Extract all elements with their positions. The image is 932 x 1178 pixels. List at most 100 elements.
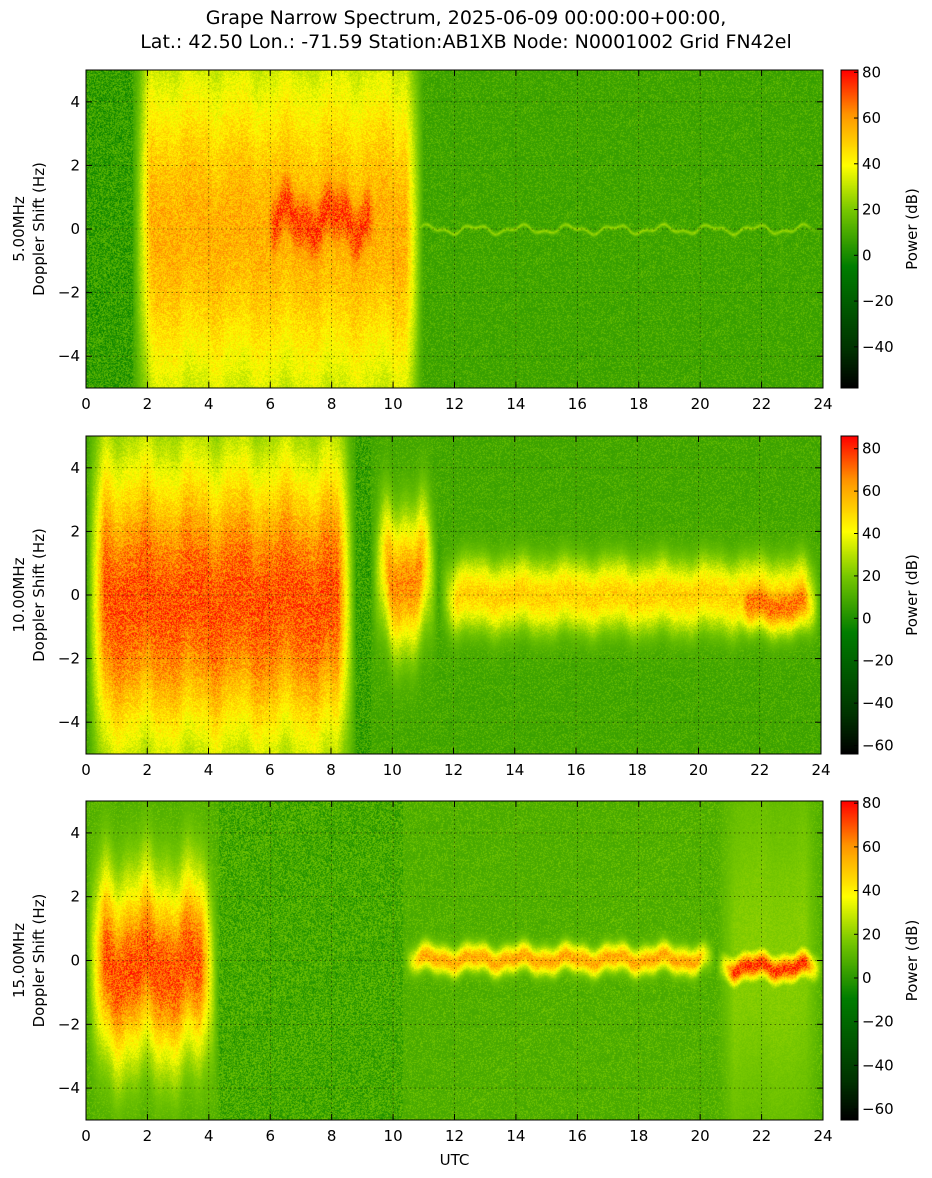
x-tick-label: 22 xyxy=(752,395,771,413)
x-tick-label: 8 xyxy=(327,1127,337,1145)
colorbar-tick-label: 80 xyxy=(862,440,881,458)
colorbar-gradient xyxy=(841,436,858,754)
x-tick-label: 4 xyxy=(204,761,214,779)
colorbar-label: Power (dB) xyxy=(903,554,921,636)
x-tick-label: 2 xyxy=(143,395,153,413)
x-tick-label: 10 xyxy=(384,1127,403,1145)
x-tick-label: 4 xyxy=(204,395,214,413)
y-tick-label: 0 xyxy=(70,952,80,970)
x-tick-label: 0 xyxy=(81,761,91,779)
colorbar-tick-label: −20 xyxy=(862,292,894,310)
y-axis-label: Doppler Shift (Hz) xyxy=(30,162,48,296)
colorbar-frame xyxy=(840,69,859,389)
x-tick-label: 22 xyxy=(750,761,769,779)
x-tick-label: 2 xyxy=(143,1127,153,1145)
x-tick-label: 24 xyxy=(813,1127,832,1145)
y-axis-label: Doppler Shift (Hz) xyxy=(30,894,48,1028)
colorbar-gradient xyxy=(841,801,858,1120)
y-tick-label: 4 xyxy=(70,93,80,111)
colorbar-tick-label: −60 xyxy=(862,737,894,755)
x-tick-label: 10 xyxy=(384,395,403,413)
colorbar-frame xyxy=(840,800,859,1121)
x-tick-label: 12 xyxy=(444,761,463,779)
x-tick-label: 18 xyxy=(629,395,648,413)
y-tick-label: −4 xyxy=(58,347,80,365)
colorbar-tick-label: 40 xyxy=(862,882,881,900)
colorbar-tick-label: 60 xyxy=(862,482,881,500)
colorbar-tick-label: 0 xyxy=(862,969,872,987)
y-tick-label: 2 xyxy=(70,888,80,906)
y-tick-label: 0 xyxy=(70,220,80,238)
x-tick-label: 0 xyxy=(81,1127,91,1145)
x-tick-label: 4 xyxy=(204,1127,214,1145)
x-tick-label: 8 xyxy=(327,395,337,413)
x-tick-label: 2 xyxy=(142,761,152,779)
colorbar-tick-label: −20 xyxy=(862,1013,894,1031)
x-tick-label: 24 xyxy=(811,761,830,779)
y-tick-label: 4 xyxy=(70,824,80,842)
y-tick-label: −2 xyxy=(58,284,80,302)
x-tick-label: 6 xyxy=(265,761,275,779)
y-axis-label-band: 5.00MHz xyxy=(10,196,28,262)
x-tick-label: 0 xyxy=(81,395,91,413)
colorbar-tick-label: 80 xyxy=(862,794,881,812)
y-axis-label-band: 10.00MHz xyxy=(10,557,28,632)
colorbar-tick-label: 0 xyxy=(862,246,872,264)
y-tick-label: 4 xyxy=(70,459,80,477)
x-tick-label: 10 xyxy=(383,761,402,779)
y-tick-label: −4 xyxy=(58,1079,80,1097)
x-tick-label: 6 xyxy=(265,1127,275,1145)
x-tick-label: 16 xyxy=(568,395,587,413)
y-tick-label: 2 xyxy=(70,156,80,174)
colorbar-tick-label: −40 xyxy=(862,1056,894,1074)
colorbar-tick-label: 20 xyxy=(862,567,881,585)
colorbar-tick-label: −40 xyxy=(862,338,894,356)
x-tick-label: 16 xyxy=(568,1127,587,1145)
colorbar-tick-label: 0 xyxy=(862,609,872,627)
x-tick-label: 12 xyxy=(445,395,464,413)
chart-title-line2: Lat.: 42.50 Lon.: -71.59 Station:AB1XB N… xyxy=(140,31,792,53)
y-axis-label-band: 15.00MHz xyxy=(10,923,28,998)
x-tick-label: 14 xyxy=(506,1127,525,1145)
colorbar-frame xyxy=(840,435,859,755)
y-tick-label: −2 xyxy=(58,650,80,668)
x-tick-label: 12 xyxy=(445,1127,464,1145)
colorbar-tick-label: −20 xyxy=(862,652,894,670)
x-tick-label: 20 xyxy=(691,1127,710,1145)
colorbar-tick-label: 40 xyxy=(862,155,881,173)
colorbar-tick-label: 80 xyxy=(862,63,881,81)
x-tick-label: 6 xyxy=(265,395,275,413)
colorbar-tick-label: 20 xyxy=(862,925,881,943)
y-tick-label: 0 xyxy=(70,586,80,604)
colorbar-tick-label: 60 xyxy=(862,838,881,856)
y-tick-label: −2 xyxy=(58,1015,80,1033)
x-tick-label: 18 xyxy=(629,1127,648,1145)
x-tick-label: 14 xyxy=(505,761,524,779)
colorbar-label: Power (dB) xyxy=(903,188,921,270)
x-axis-label: UTC xyxy=(440,1151,470,1169)
chart-title-line1: Grape Narrow Spectrum, 2025-06-09 00:00:… xyxy=(205,7,727,29)
colorbar-tick-label: −40 xyxy=(862,694,894,712)
x-tick-label: 8 xyxy=(326,761,336,779)
x-tick-label: 20 xyxy=(689,761,708,779)
y-axis-label: Doppler Shift (Hz) xyxy=(30,528,48,662)
colorbar-tick-label: −60 xyxy=(862,1100,894,1118)
y-tick-label: 2 xyxy=(70,522,80,540)
x-tick-label: 22 xyxy=(752,1127,771,1145)
chart-title: Grape Narrow Spectrum, 2025-06-09 00:00:… xyxy=(0,6,932,54)
x-tick-label: 20 xyxy=(691,395,710,413)
y-tick-label: −4 xyxy=(58,713,80,731)
colorbar-tick-label: 40 xyxy=(862,525,881,543)
colorbar-gradient xyxy=(841,70,858,388)
x-tick-label: 16 xyxy=(566,761,585,779)
x-tick-label: 24 xyxy=(813,395,832,413)
colorbar-label: Power (dB) xyxy=(903,920,921,1002)
colorbar-tick-label: 20 xyxy=(862,201,881,219)
colorbar-tick-label: 60 xyxy=(862,109,881,127)
x-tick-label: 18 xyxy=(628,761,647,779)
x-tick-label: 14 xyxy=(506,395,525,413)
